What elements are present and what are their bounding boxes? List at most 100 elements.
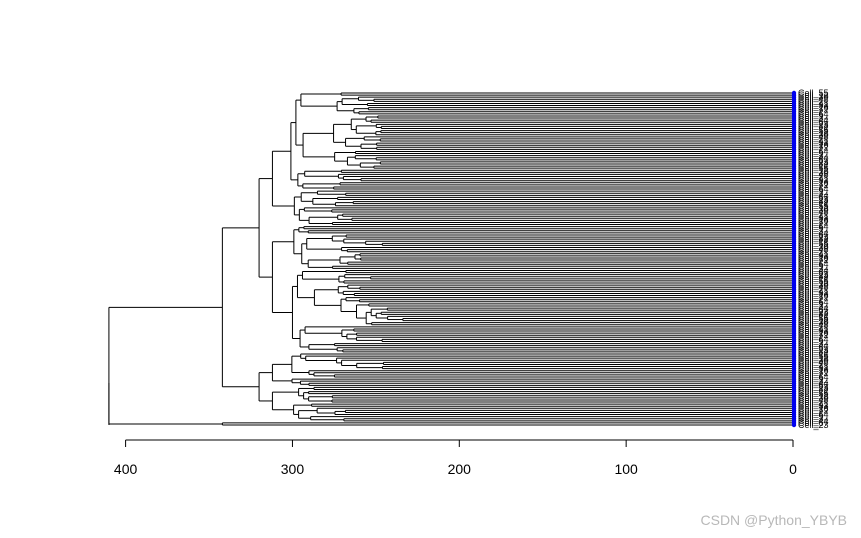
leaf-label: Cell_48 <box>798 245 829 255</box>
leaf-label: Cell_3 <box>798 301 824 311</box>
leaf-label: Cell_67 <box>798 305 829 315</box>
leaf-label: Cell_82 <box>798 272 829 282</box>
leaf-label: Cell_82 <box>798 309 829 319</box>
leaf-label: Cell_64 <box>798 146 829 156</box>
leaf-label: Cell_41 <box>798 174 829 184</box>
leaf-label: Cell_72 <box>798 368 829 378</box>
leaf-label: Cell_7 <box>798 284 824 294</box>
leaf-label: Cell_48 <box>798 282 829 292</box>
leaf-label: Cell_64 <box>798 410 829 420</box>
leaf-label: Cell_3 <box>798 414 824 424</box>
leaf-label: Cell_93 <box>798 401 829 411</box>
leaf-label: Cell_82 <box>798 159 829 169</box>
leaf-label: Cell_16 <box>798 178 829 188</box>
leaf-label: Cell_30 <box>798 243 829 253</box>
leaf-label: Cell_12 <box>798 128 829 138</box>
leaf-label: Cell_55 <box>798 276 829 286</box>
leaf-label: Cell_2 <box>798 332 824 342</box>
leaf-label: Cell_72 <box>798 105 829 115</box>
leaf-label: Cell_12 <box>798 387 829 397</box>
leaf-label: Cell_41 <box>798 362 829 372</box>
leaf-label: Cell_30 <box>798 205 829 215</box>
leaf-label: Cell_16 <box>798 328 829 338</box>
leaf-label: Cell_55 <box>798 163 829 173</box>
leaf-label: Cell_64 <box>798 372 829 382</box>
leaf-label: Cell_30 <box>798 130 829 140</box>
leaf-label: Cell_72 <box>798 142 829 152</box>
leaf-label: Cell_2 <box>798 407 824 417</box>
leaf-label: Cell_12 <box>798 203 829 213</box>
leaf-label: Cell_72 <box>798 180 829 190</box>
leaf-label: Cell_64 <box>798 222 829 232</box>
leaf-label: Cell_82 <box>798 121 829 131</box>
leaf-label: Cell_30 <box>798 355 829 365</box>
leaf-label: Cell_64 <box>798 259 829 269</box>
leaf-label: Cell_3 <box>798 113 824 123</box>
leaf-label: Cell_9 <box>798 224 824 234</box>
x-tick-label: 400 <box>114 461 138 477</box>
leaf-label: Cell_9 <box>798 111 824 121</box>
leaf-label: Cell_93 <box>798 101 829 111</box>
leaf-label: Cell_23 <box>798 382 829 392</box>
leaf-label: Cell_55 <box>798 238 829 248</box>
leaf-label: Cell_48 <box>798 132 829 142</box>
leaf-label: Cell_93 <box>798 176 829 186</box>
leaf-label: Cell_41 <box>798 286 829 296</box>
leaf-label: Cell_16 <box>798 403 829 413</box>
leaf-label: Cell_44 <box>798 378 829 388</box>
leaf-label: Cell_30 <box>798 280 829 290</box>
leaf-label: Cell_48 <box>798 357 829 367</box>
leaf-label: Cell_55 <box>798 351 829 361</box>
leaf-label: Cell_12 <box>798 316 829 326</box>
leaf-label: Cell_30 <box>798 393 829 403</box>
leaf-label: Cell_12 <box>798 353 829 363</box>
leaf-label: Cell_23 <box>798 232 829 242</box>
leaf-label: Cell_2 <box>798 144 824 154</box>
leaf-label: Cell_2 <box>798 370 824 380</box>
leaf-label: Cell_55 <box>798 126 829 136</box>
leaf-label: Cell_93 <box>798 251 829 261</box>
leaf-label: Cell_12 <box>798 311 829 321</box>
x-tick-label: 0 <box>789 461 797 477</box>
leaf-label: Cell_93 <box>798 326 829 336</box>
leaf-label: Cell_12 <box>798 391 829 401</box>
leaf-label: Cell_3 <box>798 151 824 161</box>
leaf-label: Cell_44 <box>798 190 829 200</box>
leaf-label: Cell_67 <box>798 418 829 428</box>
leaf-label: Cell_44 <box>798 153 829 163</box>
dendrogram-tree <box>108 92 793 426</box>
leaf-label: Cell_9 <box>798 299 824 309</box>
leaf-label: Cell_93 <box>798 213 829 223</box>
leaf-label: Cell_67 <box>798 380 829 390</box>
leaf-label: Cell_72 <box>798 330 829 340</box>
leaf-label: Cell_23 <box>798 420 829 430</box>
leaf-label: Cell_55 <box>798 201 829 211</box>
leaf-label: Cell_12 <box>798 90 829 100</box>
leaf-label: Cell_44 <box>798 228 829 238</box>
leaf-label: Cell_7 <box>798 96 824 106</box>
leaf-label: Cell_16 <box>798 215 829 225</box>
leaf-label: Cell_55 <box>798 88 829 98</box>
leaf-label: Cell_72 <box>798 405 829 415</box>
leaf-label: Cell_30 <box>798 167 829 177</box>
leaf-label: Cell_2 <box>798 295 824 305</box>
leaf-label: Cell_3 <box>798 188 824 198</box>
leaf-label: Cell_9 <box>798 261 824 271</box>
leaf-label: Cell_44 <box>798 416 829 426</box>
leaf-label: Cell_23 <box>798 345 829 355</box>
leaf-label: Cell_41 <box>798 211 829 221</box>
leaf-label: Cell_93 <box>798 138 829 148</box>
leaf-label: Cell_48 <box>798 94 829 104</box>
leaf-label: Cell_7 <box>798 322 824 332</box>
leaf-label: Cell_64 <box>798 297 829 307</box>
leaf-label: Cell_12 <box>798 165 829 175</box>
leaf-label: Cell_30 <box>798 92 829 102</box>
leaf-label: Cell_82 <box>798 385 829 395</box>
leaf-label: Cell_16 <box>798 103 829 113</box>
leaf-marker <box>791 422 797 428</box>
leaf-label: Cell_9 <box>798 149 824 159</box>
leaf-label: Cell_16 <box>798 140 829 150</box>
x-tick-label: 200 <box>448 461 472 477</box>
leaf-label: Cell_93 <box>798 364 829 374</box>
leaf-label: Cell_67 <box>798 117 829 127</box>
